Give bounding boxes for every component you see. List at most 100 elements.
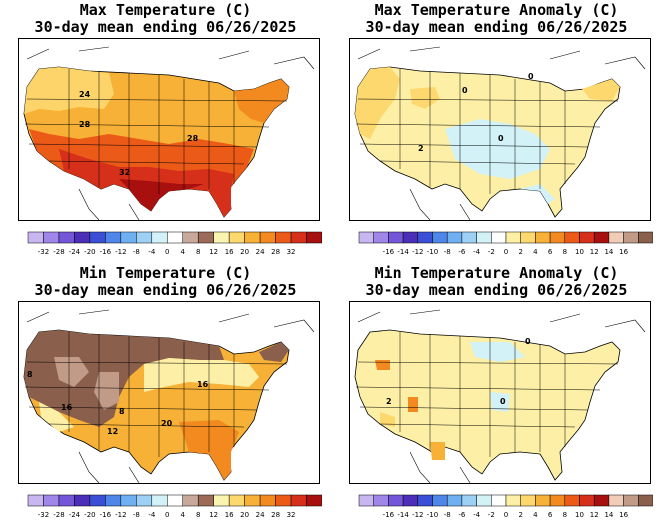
- colorbar-tick-label: -20: [84, 248, 95, 256]
- colorbar-tick-label: -6: [458, 248, 466, 256]
- colorbar-tick-label: -16: [100, 248, 112, 256]
- colorbar-swatch: [373, 494, 389, 507]
- colorbar-tick-label: 0: [165, 248, 169, 256]
- colorbar-tick-label: -28: [53, 248, 64, 256]
- colorbar-swatch: [417, 494, 433, 507]
- colorbar-swatch: [505, 494, 521, 507]
- colorbar-tick-label: 20: [240, 511, 249, 519]
- colorbar-tick-label: 4: [181, 248, 186, 256]
- colorbar-tick-label: -14: [397, 248, 409, 256]
- colorbar-tick-label: 2: [518, 248, 522, 256]
- colorbar-tick-label: -8: [444, 248, 451, 256]
- colorbar-swatch: [105, 231, 122, 244]
- contour-label: 28: [187, 134, 199, 143]
- panel-subtitle: 30-day mean ending 06/26/2025: [365, 281, 628, 299]
- colorbar-svg: -32 -28 -24 -20 -16 -12 -8 -4 0 4 8 12 16 20 24 28 32: [27, 494, 322, 519]
- contour-label: 16: [197, 380, 209, 389]
- colorbar-tick-label: -8: [133, 511, 140, 519]
- colorbar-tick-label: 12: [590, 511, 599, 519]
- colorbar-swatch: [623, 494, 639, 507]
- colorbar-tick-label: 20: [240, 248, 249, 256]
- colorbar-tick-label: -4: [148, 511, 156, 519]
- colorbar-swatch: [213, 494, 230, 507]
- colorbar-tick-label: -28: [53, 511, 64, 519]
- contour-label: 2: [418, 144, 424, 153]
- colorbar-swatch: [491, 494, 507, 507]
- colorbar-tick-label: -12: [115, 511, 126, 519]
- colorbar-svg: -16 -14 -12 -10 -8 -6 -4 -2 0 2 4 6 8 10 12 14 16: [358, 231, 653, 256]
- colorbar-swatch: [182, 231, 199, 244]
- colorbar-tick-label: -32: [38, 511, 49, 519]
- colorbar-swatch: [564, 494, 580, 507]
- colorbar-swatch: [608, 231, 624, 244]
- colorbar-swatch: [151, 494, 168, 507]
- colorbar-swatch: [446, 231, 463, 244]
- colorbar-swatch: [74, 494, 91, 507]
- colorbar-tick-label: -12: [115, 248, 126, 256]
- colorbar-swatch: [491, 231, 507, 244]
- colorbar-swatch: [535, 494, 551, 507]
- colorbar-tick-label: -16: [383, 511, 395, 519]
- us-map-max-temp-anomaly: 0 0 2 0: [349, 38, 651, 221]
- colorbar-tick-label: 32: [287, 511, 296, 519]
- colorbar-tick-label: 6: [548, 248, 553, 256]
- colorbar-tick-label: 16: [225, 248, 234, 256]
- colorbar-swatch: [259, 231, 276, 244]
- colorbar-swatch: [417, 231, 433, 244]
- colorbar-tick-label: -2: [488, 511, 495, 519]
- colorbar-swatch: [593, 231, 610, 244]
- colorbar-tick-label: -24: [69, 511, 81, 519]
- colorbar-swatch: [476, 231, 492, 244]
- colorbar-swatch: [358, 231, 374, 244]
- colorbar-tick-label: -8: [444, 511, 451, 519]
- colorbar-swatch: [290, 494, 307, 507]
- colorbar-swatch: [197, 231, 214, 244]
- contour-label: 16: [61, 403, 73, 412]
- colorbar-swatch: [136, 231, 153, 244]
- colorbar-swatch: [549, 494, 566, 507]
- colorbar: -32 -28 -24 -20 -16 -12 -8 -4 0 4 8 12 16 20 24 28 32: [10, 230, 322, 258]
- colorbar-tick-label: 16: [619, 248, 628, 256]
- colorbar-svg: -32 -28 -24 -20 -16 -12 -8 -4 0 4 8 12 16 20 24 28 32: [27, 231, 322, 256]
- colorbar-swatch: [476, 494, 492, 507]
- colorbar-tick-label: -6: [458, 511, 466, 519]
- contour-label: 20: [161, 419, 173, 428]
- contour-label: 0: [500, 397, 506, 406]
- colorbar-swatch: [535, 231, 551, 244]
- colorbar-swatch: [461, 231, 477, 244]
- colorbar-swatch: [402, 494, 419, 507]
- colorbar-swatch: [306, 231, 322, 244]
- colorbar-swatch: [290, 231, 307, 244]
- colorbar-swatch: [74, 231, 91, 244]
- colorbar-tick-label: -24: [69, 248, 81, 256]
- colorbar-swatch: [27, 494, 44, 507]
- contour-label: 8: [119, 407, 125, 416]
- colorbar-swatch: [244, 494, 261, 507]
- colorbar-swatch: [638, 231, 653, 244]
- colorbar-swatch: [120, 231, 137, 244]
- colorbar-tick-label: 24: [256, 248, 265, 256]
- colorbar-tick-label: 0: [165, 511, 169, 519]
- colorbar-tick-label: 14: [604, 248, 613, 256]
- colorbar-tick-label: 0: [504, 248, 508, 256]
- colorbar-swatch: [505, 231, 521, 244]
- colorbar-tick-label: 12: [209, 511, 218, 519]
- panel-title: Min Temperature (C): [79, 264, 252, 282]
- colorbar-tick-label: 12: [590, 248, 599, 256]
- colorbar-swatch: [120, 494, 137, 507]
- contour-label: 0: [462, 86, 468, 95]
- colorbar-tick-label: 8: [196, 511, 200, 519]
- colorbar: -32 -28 -24 -20 -16 -12 -8 -4 0 4 8 12 16 20 24 28 32: [10, 493, 322, 521]
- colorbar-tick-label: -2: [488, 248, 495, 256]
- colorbar-tick-label: 0: [504, 511, 508, 519]
- colorbar-swatch: [167, 231, 183, 244]
- colorbar-tick-label: -4: [473, 511, 481, 519]
- panel-max-temperature: Max Temperature (C) 30-day mean ending 0…: [0, 0, 331, 263]
- colorbar-tick-label: 28: [271, 248, 280, 256]
- colorbar-svg: -16 -14 -12 -10 -8 -6 -4 -2 0 2 4 6 8 10 12 14 16: [358, 494, 653, 519]
- colorbar-tick-label: -4: [473, 248, 481, 256]
- colorbar-tick-label: -12: [412, 248, 423, 256]
- colorbar-tick-label: 2: [518, 511, 522, 519]
- colorbar-tick-label: 24: [256, 511, 265, 519]
- colorbar-swatch: [520, 494, 536, 507]
